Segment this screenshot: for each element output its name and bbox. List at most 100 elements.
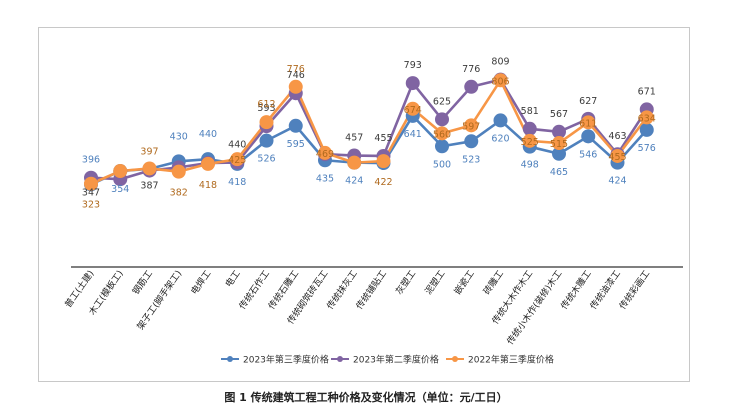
data-label: 567 bbox=[550, 109, 568, 120]
data-point bbox=[405, 76, 420, 91]
data-label: 597 bbox=[462, 121, 480, 132]
data-label: 546 bbox=[579, 149, 597, 160]
data-label: 576 bbox=[638, 143, 656, 154]
chart-frame: 普工(土建) 木工(模板工) 钢筋工 架子工(脚手架工) 电焊工 电工 传统石作工 传统石雕工… bbox=[38, 27, 690, 382]
legend-label: 2023年第三季度价格 bbox=[243, 354, 329, 366]
data-point bbox=[142, 161, 157, 176]
data-point bbox=[376, 154, 391, 169]
data-point bbox=[201, 156, 215, 171]
data-label: 634 bbox=[638, 113, 656, 124]
data-label: 457 bbox=[345, 133, 363, 144]
data-label: 515 bbox=[550, 139, 568, 150]
data-point bbox=[639, 122, 654, 137]
legend-marker bbox=[452, 356, 458, 362]
data-point bbox=[639, 110, 654, 125]
data-point bbox=[522, 121, 537, 136]
data-label: 776 bbox=[287, 64, 305, 75]
data-point bbox=[464, 118, 479, 133]
data-label: 627 bbox=[579, 96, 597, 107]
data-point bbox=[493, 113, 508, 128]
data-point bbox=[552, 124, 566, 139]
data-label: 418 bbox=[228, 177, 246, 188]
data-label: 354 bbox=[111, 184, 129, 195]
data-label: 593 bbox=[257, 103, 275, 114]
data-label: 809 bbox=[491, 57, 509, 68]
x-tick-label: 灰塑工 bbox=[393, 268, 418, 297]
legend-label: 2023年第二季度价格 bbox=[353, 354, 439, 366]
x-tick-label: 普工(土建) bbox=[62, 268, 97, 310]
data-point bbox=[581, 129, 596, 144]
data-point bbox=[522, 133, 537, 148]
data-point bbox=[493, 73, 508, 88]
data-point bbox=[435, 139, 449, 154]
data-label: 463 bbox=[608, 131, 626, 142]
data-label: 469 bbox=[316, 149, 334, 160]
data-label: 465 bbox=[550, 167, 568, 178]
data-label: 440 bbox=[228, 139, 246, 150]
data-label: 418 bbox=[199, 180, 217, 191]
data-label: 323 bbox=[82, 200, 100, 211]
data-label: 595 bbox=[287, 139, 305, 150]
data-point bbox=[113, 164, 128, 179]
x-tick-label: 钢筋工 bbox=[130, 268, 155, 297]
data-point bbox=[405, 101, 420, 116]
data-label: 526 bbox=[257, 154, 275, 165]
data-label: 806 bbox=[491, 76, 509, 87]
data-label: 581 bbox=[521, 106, 539, 117]
data-label: 424 bbox=[608, 176, 626, 187]
data-label: 455 bbox=[374, 133, 392, 144]
data-label: 776 bbox=[462, 64, 480, 75]
figure-caption: 图 1 传统建筑工程工种价格及变化情况（单位：元/工日） bbox=[224, 391, 508, 404]
data-point bbox=[552, 146, 566, 161]
data-label: 347 bbox=[82, 188, 100, 199]
data-label: 523 bbox=[462, 154, 480, 165]
data-label: 612 bbox=[257, 99, 275, 110]
data-label: 641 bbox=[404, 129, 422, 140]
data-label: 746 bbox=[287, 70, 305, 81]
data-label: 455 bbox=[608, 152, 626, 163]
data-label: 560 bbox=[433, 129, 451, 140]
data-label: 625 bbox=[433, 96, 451, 107]
data-label: 397 bbox=[140, 146, 158, 157]
data-point bbox=[171, 164, 186, 179]
x-tick-label: 电工 bbox=[223, 268, 243, 290]
data-label: 387 bbox=[140, 181, 158, 192]
data-label: 611 bbox=[579, 118, 597, 129]
data-label: 422 bbox=[374, 177, 392, 188]
legend-marker bbox=[227, 356, 233, 362]
data-label: 396 bbox=[82, 154, 100, 165]
data-label: 793 bbox=[404, 60, 422, 71]
data-point bbox=[610, 148, 625, 163]
data-point bbox=[288, 118, 303, 133]
data-label: 498 bbox=[521, 160, 539, 171]
data-label: 435 bbox=[316, 173, 334, 184]
data-point bbox=[288, 79, 303, 94]
data-label: 671 bbox=[638, 86, 656, 97]
data-point bbox=[435, 112, 449, 127]
data-point bbox=[552, 136, 566, 151]
data-label: 440 bbox=[199, 129, 217, 140]
data-point bbox=[318, 145, 332, 160]
x-tick-label: 电焊工 bbox=[188, 268, 213, 297]
data-label: 674 bbox=[404, 105, 422, 116]
data-point bbox=[581, 115, 596, 130]
data-point bbox=[259, 133, 274, 148]
data-point bbox=[347, 155, 362, 170]
x-tick-label: 砖雕工 bbox=[481, 268, 506, 297]
data-label: 500 bbox=[433, 159, 451, 170]
data-point bbox=[435, 126, 449, 141]
data-point bbox=[464, 134, 479, 149]
legend-label: 2022年第三季度价格 bbox=[468, 354, 554, 366]
data-point bbox=[464, 79, 479, 94]
data-label: 424 bbox=[345, 176, 363, 187]
data-point bbox=[230, 152, 245, 167]
x-tick-label: 泥塑工 bbox=[423, 268, 448, 296]
data-label: 425 bbox=[228, 155, 246, 166]
data-label: 620 bbox=[491, 133, 509, 144]
data-point bbox=[259, 115, 274, 130]
x-tick-label: 传统小木作(装修)木工 bbox=[504, 268, 564, 347]
data-label: 430 bbox=[170, 131, 188, 142]
data-label: 525 bbox=[521, 137, 539, 148]
legend-marker bbox=[337, 356, 343, 362]
data-point bbox=[84, 176, 98, 191]
